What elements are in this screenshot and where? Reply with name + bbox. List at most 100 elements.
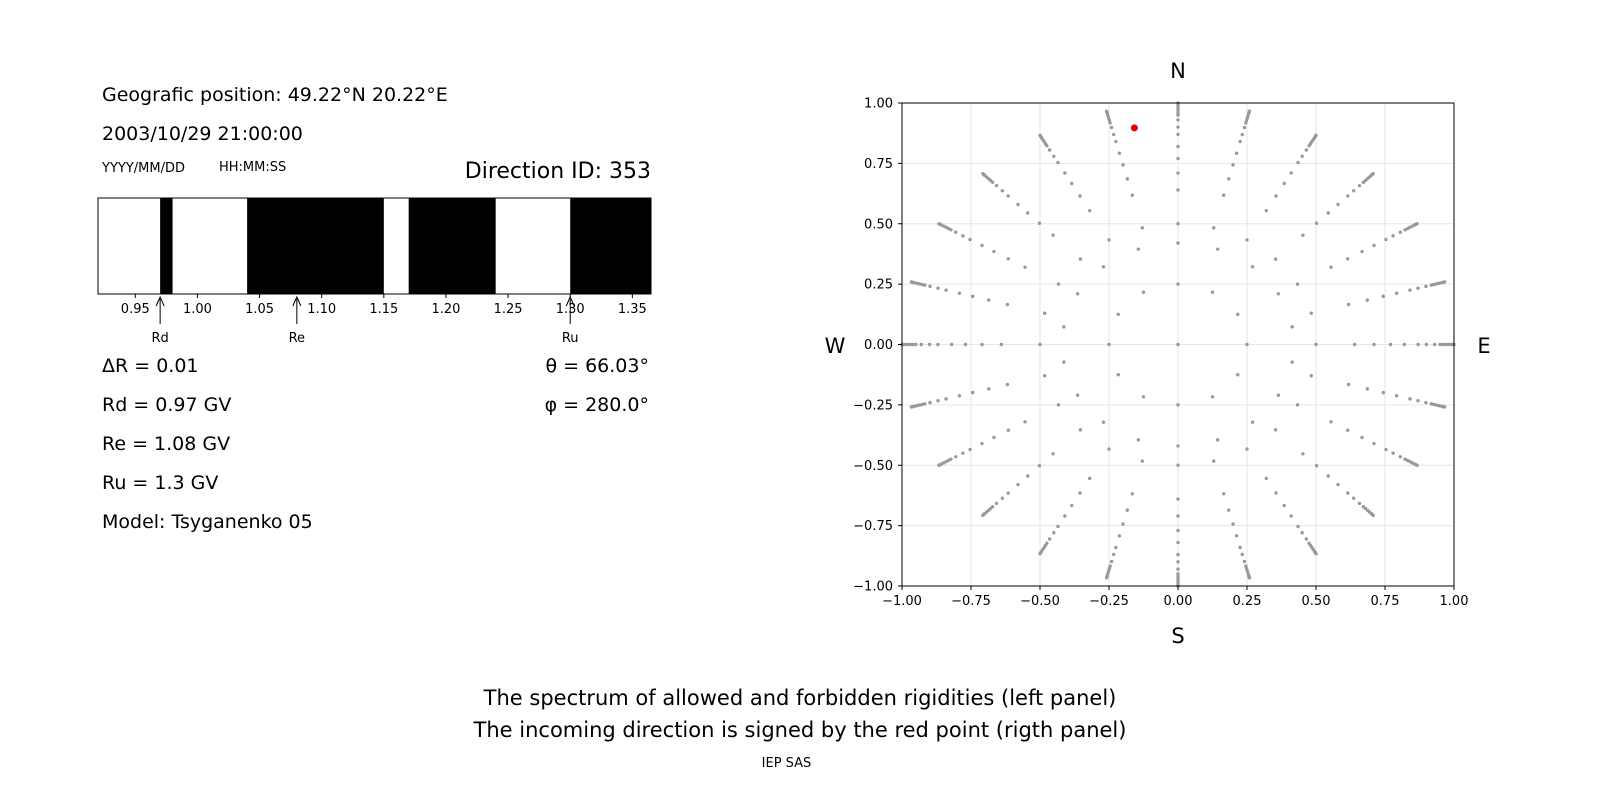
grid-point xyxy=(1047,537,1052,541)
grid-point xyxy=(1075,393,1080,397)
grid-point xyxy=(1276,393,1281,397)
grid-point xyxy=(1070,503,1074,508)
grid-point xyxy=(1250,420,1255,424)
grid-point xyxy=(1245,447,1249,451)
grid-point xyxy=(1117,151,1122,155)
grid-point xyxy=(1442,405,1447,409)
forbidden-band xyxy=(160,198,173,294)
grid-point xyxy=(1006,194,1010,198)
grid-point xyxy=(1289,514,1293,518)
grid-point xyxy=(1441,342,1445,347)
grid-point xyxy=(1117,534,1122,538)
direction-label-west: W xyxy=(825,334,846,358)
grid-point xyxy=(1176,125,1180,129)
datetime: 2003/10/29 21:00:00 xyxy=(102,123,303,145)
x-tick-label: 1.35 xyxy=(618,302,647,317)
grid-point xyxy=(1314,464,1319,468)
ru-value: Ru = 1.3 GV xyxy=(102,472,219,494)
grid-point xyxy=(1212,226,1216,230)
grid-point xyxy=(987,298,991,302)
grid-point xyxy=(1037,221,1042,225)
grid-point xyxy=(961,451,965,455)
forbidden-band xyxy=(408,198,496,294)
grid-point xyxy=(1043,311,1047,315)
grid-point xyxy=(923,283,927,287)
grid-point xyxy=(1372,441,1376,446)
grid-point xyxy=(1402,342,1407,347)
grid-point xyxy=(1121,522,1125,526)
grid-point xyxy=(1304,148,1309,152)
grid-point xyxy=(1273,428,1278,432)
grid-point xyxy=(1247,109,1252,113)
grid-point xyxy=(1240,552,1244,557)
grid-point xyxy=(1006,428,1010,432)
grid-point xyxy=(1141,395,1146,399)
grid-point xyxy=(1176,106,1180,110)
grid-point xyxy=(1301,452,1305,456)
grid-point xyxy=(1176,282,1180,286)
grid-point xyxy=(1062,325,1066,329)
grid-point xyxy=(1234,151,1239,155)
grid-point xyxy=(1038,342,1042,347)
grid-point xyxy=(1384,237,1388,242)
grid-point xyxy=(1326,474,1330,478)
grid-point xyxy=(914,342,918,347)
grid-point xyxy=(915,404,919,408)
grid-point xyxy=(1394,291,1399,295)
grid-point xyxy=(1176,171,1180,175)
grid-point xyxy=(1309,374,1313,378)
grid-point xyxy=(1056,160,1060,165)
grid-point xyxy=(1309,311,1313,315)
grid-point xyxy=(1176,572,1180,576)
grid-point xyxy=(1023,265,1027,269)
direction-label-south: S xyxy=(1171,624,1184,648)
grid-point xyxy=(944,397,948,401)
grid-point xyxy=(971,390,975,395)
grid-point xyxy=(968,237,972,242)
direction-label-east: E xyxy=(1477,334,1490,358)
grid-point xyxy=(936,399,940,403)
grid-point xyxy=(1176,156,1180,161)
grid-point xyxy=(1107,447,1111,451)
grid-point xyxy=(1176,552,1180,557)
marker-label-ru: Ru xyxy=(562,331,579,346)
x-tick-label: 0.50 xyxy=(1302,594,1331,609)
grid-point xyxy=(1346,382,1351,387)
x-tick-label: 1.05 xyxy=(245,302,274,317)
x-tick-label: 1.15 xyxy=(369,302,398,317)
grid-point xyxy=(1176,540,1180,545)
grid-point xyxy=(1388,342,1393,347)
grid-point xyxy=(1227,508,1231,512)
grid-point xyxy=(1245,238,1249,242)
grid-point xyxy=(1078,491,1082,495)
grid-point xyxy=(1329,265,1333,269)
model-name: Model: Tsyganenko 05 xyxy=(102,511,313,533)
grid-point xyxy=(1357,501,1362,506)
grid-point xyxy=(1300,154,1304,158)
grid-point xyxy=(1125,177,1129,181)
incoming-direction-point xyxy=(1130,124,1138,132)
grid-point xyxy=(1329,420,1333,424)
grid-point xyxy=(1274,491,1278,495)
grid-point xyxy=(1107,238,1111,242)
grid-point xyxy=(957,394,962,398)
grid-point xyxy=(1360,249,1364,254)
incoming-direction-map: −1.00 1.00 −0.75 0.75 −0.50 0.50 −0.25 0.25 0.00… xyxy=(825,59,1491,648)
x-tick-label: 1.25 xyxy=(494,302,523,317)
grid-point xyxy=(1346,257,1350,261)
grid-point xyxy=(1176,528,1180,533)
grid-point xyxy=(917,403,922,407)
grid-point xyxy=(954,455,958,459)
caption-line-2: The incoming direction is signed by the … xyxy=(473,718,1127,742)
grid-point xyxy=(980,441,984,446)
grid-point xyxy=(1273,257,1278,261)
grid-point xyxy=(1023,420,1027,424)
grid-point xyxy=(1104,576,1109,580)
grid-point xyxy=(1301,233,1305,237)
y-tick-label: −1.00 xyxy=(853,580,893,595)
y-tick-label: 0.50 xyxy=(864,217,893,232)
grid-point xyxy=(928,284,932,289)
grid-point xyxy=(1047,148,1052,152)
grid-point xyxy=(1078,194,1082,198)
